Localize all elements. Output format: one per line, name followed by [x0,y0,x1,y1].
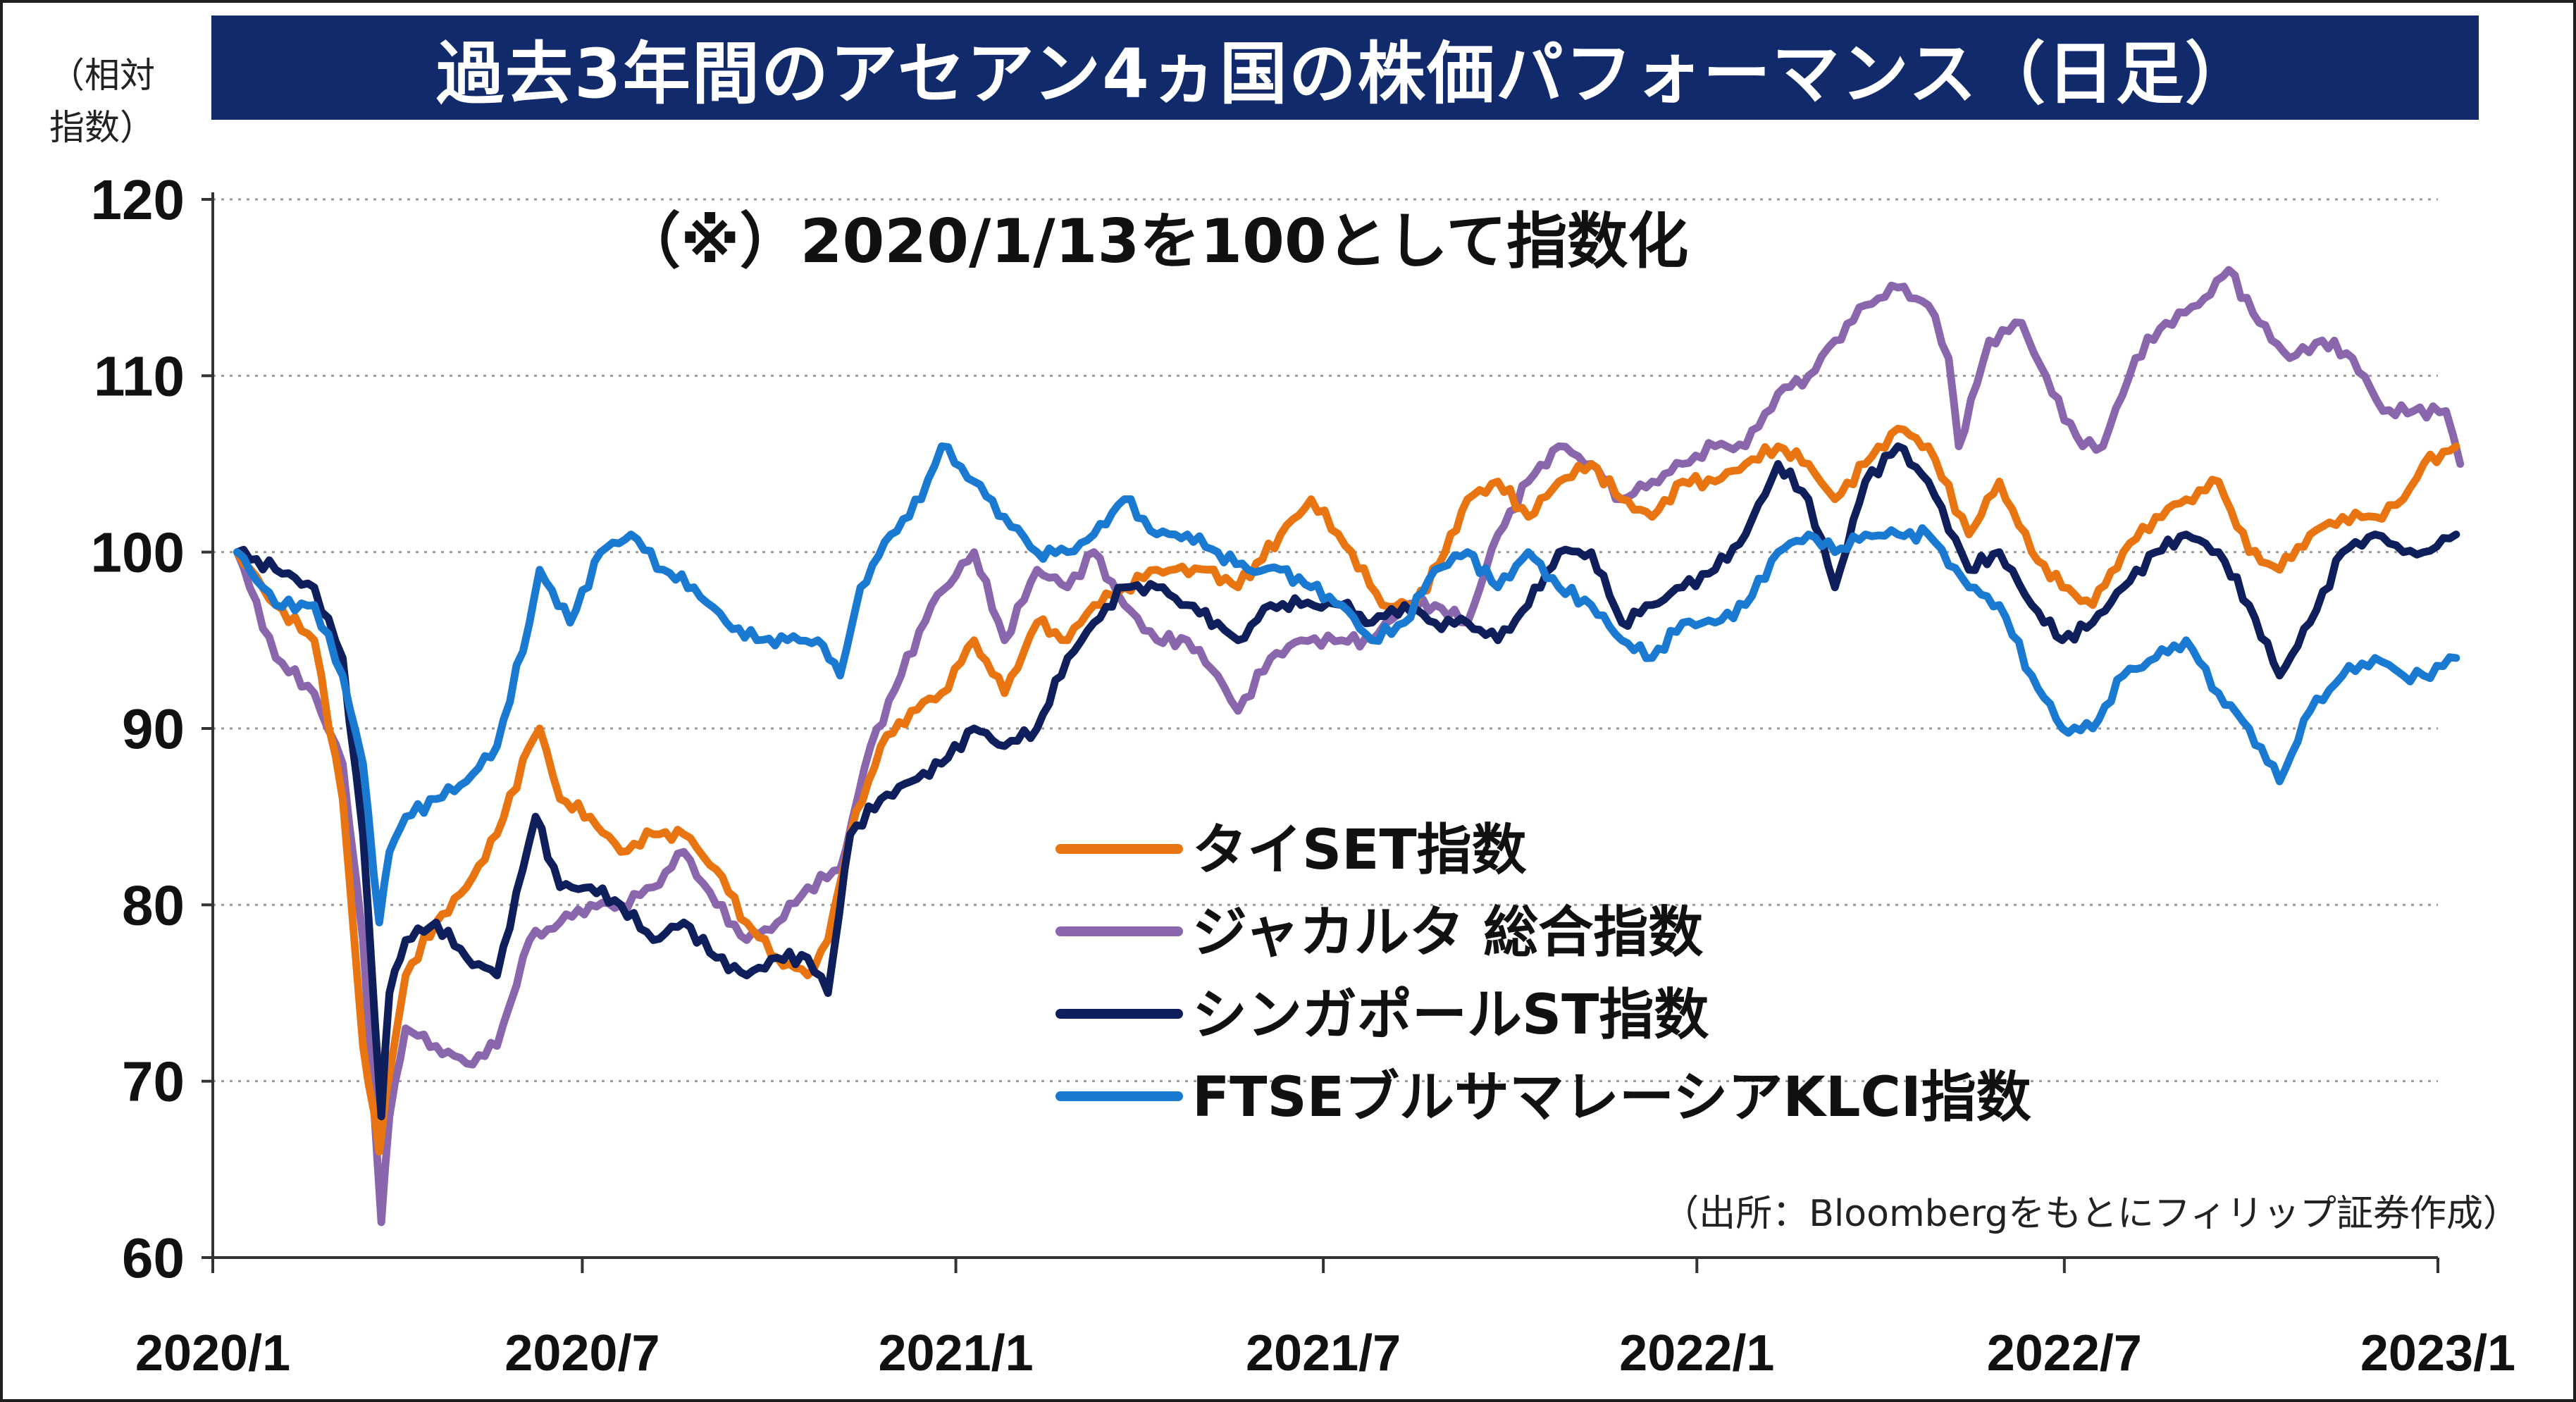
y-tick-label: 110 [94,345,185,407]
source-note: （出所：Bloombergをもとにフィリップ証券作成） [1662,1193,2520,1235]
y-tick-label: 90 [122,697,185,760]
legend-label-4: FTSEブルサマレーシアKLCI指数 [1192,1066,2031,1129]
y-tick-label: 60 [122,1227,185,1289]
legend-label-3: シンガポールST指数 [1192,984,1709,1047]
chart-subtitle: （※）2020/1/13を100として指数化 [620,206,1689,277]
y-tick-label: 120 [91,168,185,231]
x-tick-label: 2022/1 [1619,1325,1774,1382]
chart-title: 過去3年間のアセアン4ヵ国の株価パフォーマンス（日足） [211,15,2479,120]
legend-label-2: ジャカルタ 総合指数 [1192,901,1703,964]
x-tick-label: 2020/7 [504,1325,660,1382]
x-tick-label: 2021/1 [878,1325,1033,1382]
x-tick-label: 2020/1 [135,1325,290,1382]
y-axis-label: （相対 指数） [49,55,155,148]
y-tick-label: 100 [91,521,185,584]
series-line-4 [233,442,2460,926]
x-tick-label: 2021/7 [1246,1325,1401,1382]
x-tick-label: 2023/1 [2360,1325,2515,1382]
legend-label-1: タイSET指数 [1192,819,1527,882]
y-tick-label: 70 [122,1050,185,1113]
series-line-1 [233,424,2460,1156]
y-tick-label: 80 [122,874,185,936]
x-tick-label: 2022/7 [1987,1325,2142,1382]
